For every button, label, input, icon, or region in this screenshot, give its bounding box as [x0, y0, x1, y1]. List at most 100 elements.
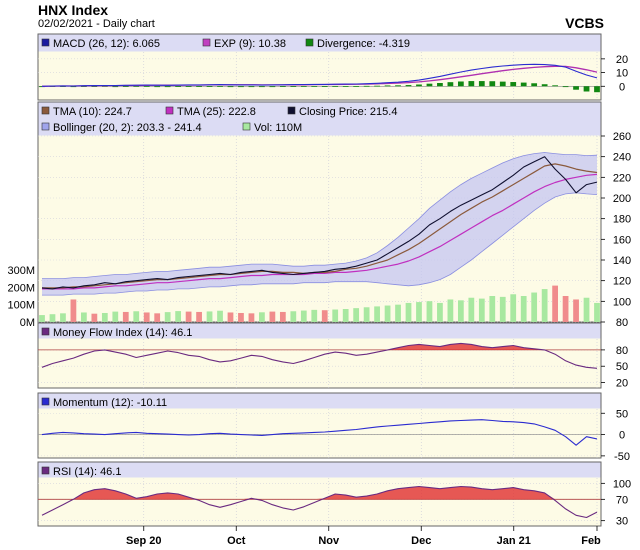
- volume-bar-32: [374, 306, 380, 322]
- ytick-label-0-1: 10: [616, 68, 628, 80]
- legend-swatch-1-1-1: [242, 122, 251, 131]
- xtick-label-1: Oct: [227, 535, 246, 547]
- volume-bar-13: [175, 311, 182, 322]
- bollinger-lower-line: [42, 192, 598, 296]
- ytick-label-1-8: 240: [613, 152, 631, 164]
- tma25-line: [42, 173, 598, 290]
- divergence-bar-33: [384, 85, 391, 87]
- volume-bar-35: [405, 302, 412, 322]
- volume-bar-29: [342, 309, 349, 322]
- divergence-bar-49: [552, 85, 558, 87]
- volume-bar-16: [206, 311, 213, 322]
- volume-bar-34: [395, 304, 401, 322]
- legend-label-1-3: Bollinger (20, 2): 203.3 - 241.4: [53, 122, 202, 134]
- volume-bar-53: [594, 302, 600, 322]
- divergence-bar-19: [238, 86, 244, 88]
- legend-label-1-1: TMA (25): 222.8: [177, 106, 256, 118]
- legend-label-1-0: TMA (10): 224.7: [53, 106, 132, 118]
- volume-bar-25: [300, 310, 307, 322]
- volume-bar-33: [384, 305, 391, 322]
- ytick-label-2-0: 20: [616, 378, 628, 390]
- volume-bar-17: [217, 310, 223, 322]
- divergence-bar-44: [499, 81, 506, 87]
- legend-bar-2: [38, 323, 601, 339]
- divergence-bar-39: [447, 82, 454, 87]
- legend-bar-1: [38, 102, 601, 136]
- volume-bar-41: [468, 297, 475, 322]
- legend-swatch-1-0-1: [165, 106, 174, 115]
- divergence-bar-18: [227, 86, 234, 88]
- divergence-bar-31: [363, 85, 370, 87]
- volume-bar-45: [510, 294, 517, 322]
- divergence-bar-51: [573, 86, 579, 90]
- ytick-label-1-4: 160: [613, 234, 631, 246]
- divergence-bar-28: [332, 86, 339, 87]
- legend-label-0-1: EXP (9): 10.38: [214, 38, 286, 50]
- divergence-bar-8: [122, 86, 129, 87]
- volume-tick-label-2: 200M: [7, 282, 35, 294]
- volume-bar-37: [426, 301, 433, 322]
- volume-bar-46: [520, 296, 527, 322]
- ytick-label-4-1: 70: [616, 494, 628, 506]
- volume-bar-21: [259, 312, 265, 322]
- divergence-bar-41: [468, 81, 475, 87]
- closing-price-line: [41, 156, 598, 290]
- legend-bar-4: [38, 462, 601, 478]
- volume-bar-19: [238, 312, 244, 322]
- volume-bar-4: [81, 312, 87, 322]
- volume-bar-18: [227, 312, 234, 322]
- legend-swatch-1-0-2: [287, 106, 296, 115]
- volume-bar-23: [279, 311, 286, 322]
- chart-subtitle: 02/02/2021 - Daily chart: [38, 18, 155, 30]
- volume-tick-label-3: 300M: [7, 265, 35, 277]
- volume-bar-9: [133, 311, 140, 322]
- ytick-label-1-9: 260: [613, 131, 631, 143]
- volume-bar-6: [101, 312, 108, 322]
- divergence-bar-9: [133, 86, 140, 87]
- ytick-label-0-2: 20: [616, 54, 628, 66]
- volume-bar-51: [573, 299, 579, 322]
- volume-bar-40: [457, 300, 464, 322]
- divergence-bar-26: [311, 86, 318, 87]
- volume-bar-22: [269, 311, 276, 322]
- volume-bar-0: [39, 315, 45, 322]
- legend-swatch-4-0-0: [41, 466, 50, 475]
- ytick-label-2-1: 50: [616, 361, 628, 373]
- xtick-label-4: Jan 21: [497, 535, 531, 547]
- divergence-bar-34: [395, 85, 401, 87]
- legend-label-4-0: RSI (14): 46.1: [53, 466, 121, 478]
- ytick-label-4-0: 30: [616, 516, 628, 528]
- divergence-bar-40: [457, 81, 464, 87]
- chart-title: HNX Index: [38, 2, 109, 18]
- volume-bar-44: [499, 296, 506, 322]
- volume-bar-48: [541, 289, 548, 322]
- divergence-bar-36: [416, 84, 422, 87]
- divergence-bar-12: [164, 86, 171, 88]
- brand-label: VCBS: [565, 15, 604, 31]
- divergence-bar-21: [259, 86, 265, 88]
- volume-bar-50: [562, 296, 569, 322]
- legend-swatch-2-0-0: [41, 327, 50, 336]
- ytick-label-1-7: 220: [613, 172, 631, 184]
- divergence-bar-14: [185, 86, 192, 87]
- legend-label-1-2: Closing Price: 215.4: [299, 106, 397, 118]
- divergence-bar-46: [520, 82, 527, 87]
- volume-tick-label-0: 0M: [20, 317, 35, 329]
- volume-bar-15: [196, 311, 202, 322]
- legend-swatch-0-0-2: [305, 38, 314, 47]
- volume-bar-26: [311, 309, 318, 322]
- divergence-bar-43: [489, 81, 496, 87]
- divergence-bar-50: [562, 86, 569, 88]
- divergence-bar-32: [374, 85, 380, 87]
- volume-bar-14: [185, 311, 192, 322]
- ytick-label-1-1: 100: [613, 296, 631, 308]
- indicator-line-4: [41, 485, 598, 519]
- volume-bar-5: [91, 313, 98, 322]
- divergence-bar-29: [342, 86, 349, 87]
- legend-label-0-2: Divergence: -4.319: [317, 38, 410, 50]
- divergence-bar-24: [290, 86, 297, 87]
- divergence-bar-48: [541, 84, 548, 87]
- divergence-bar-3: [70, 86, 77, 88]
- momentum-line: [41, 419, 598, 446]
